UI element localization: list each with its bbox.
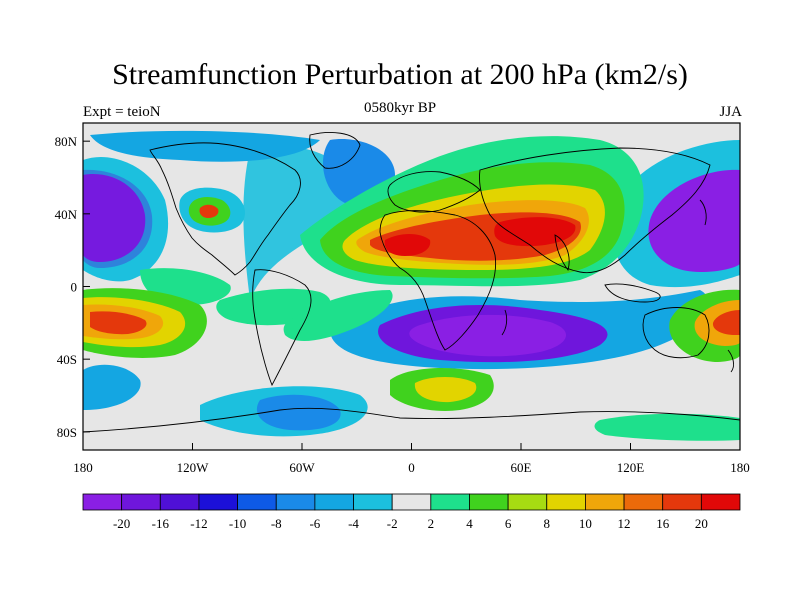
south-america-coast xyxy=(252,269,312,387)
atlantic-band-low xyxy=(243,146,353,300)
asia-coast xyxy=(479,147,711,274)
colorbar-swatch xyxy=(546,493,586,511)
colorbar-swatch xyxy=(314,493,354,511)
north-pacific-low xyxy=(83,174,146,262)
colorbar-swatch xyxy=(237,493,277,511)
colorbar-swatch xyxy=(353,493,393,511)
colorbar-swatch xyxy=(585,493,625,511)
north-america-coast xyxy=(149,142,301,276)
colorbar-label: -2 xyxy=(387,516,398,531)
europe-coast xyxy=(387,171,481,213)
colorbar-label: 4 xyxy=(466,516,473,531)
south-atlantic-high xyxy=(414,377,477,403)
south-pacific-high-core xyxy=(90,311,147,335)
colorbar-swatch xyxy=(700,493,741,511)
japan-coast xyxy=(699,199,707,226)
colorbar-label: 10 xyxy=(579,516,592,531)
antarctic-low xyxy=(256,394,341,431)
colorbar-label: 2 xyxy=(428,516,435,531)
y-tick-label: 0 xyxy=(71,280,78,295)
x-tick-label: 180 xyxy=(730,460,750,475)
colorbar-swatch xyxy=(430,493,470,511)
contour-fill xyxy=(83,130,740,441)
colorbar-swatch xyxy=(198,493,238,511)
colorbar: -20 -16 -12 -10 -8 -6 -4 -2 2 4 6 8 10 12 16 20 xyxy=(82,493,741,531)
new-zealand-coast xyxy=(727,349,735,373)
season-label: JJA xyxy=(719,104,742,120)
x-tick-label: 60E xyxy=(511,460,532,475)
y-tick-label: 40S xyxy=(57,352,77,367)
colorbar-label: 8 xyxy=(544,516,551,531)
madagascar-coast xyxy=(501,309,508,336)
x-tick-label: 180 xyxy=(73,460,93,475)
south-pacific-low-far xyxy=(83,364,141,410)
period-label: 0580kyr BP xyxy=(363,100,437,116)
colorbar-label: -10 xyxy=(229,516,246,531)
southern-ocean-high xyxy=(594,413,740,441)
western-us-high-core xyxy=(199,204,219,218)
colorbar-label: -12 xyxy=(190,516,207,531)
arctic-low xyxy=(90,130,320,162)
south-pacific-high-east-core xyxy=(712,310,740,335)
antarctica-coast xyxy=(83,407,740,433)
colorbar-label: 16 xyxy=(656,516,670,531)
colorbar-swatch xyxy=(662,493,702,511)
colorbar-label: -4 xyxy=(348,516,359,531)
indian-subcontinent xyxy=(554,234,570,272)
west-pacific-low xyxy=(648,169,740,272)
north-pacific-low-mid xyxy=(83,169,153,268)
axis-ticks: 180 120W 60W 0 60E 120E 180 80N 40N 0 40S 80S xyxy=(55,134,750,475)
colorbar-label: 20 xyxy=(695,516,708,531)
chart-title: Streamfunction Perturbation at 200 hPa (… xyxy=(112,58,688,91)
y-tick-label: 80S xyxy=(57,425,77,440)
x-tick-label: 60W xyxy=(289,460,315,475)
southern-low-core xyxy=(409,314,567,357)
southeast-asia-islands xyxy=(604,283,661,303)
greenland-coast xyxy=(309,132,361,169)
colorbar-swatch xyxy=(275,493,316,511)
australia-coast xyxy=(642,307,710,359)
colorbar-label: -16 xyxy=(152,516,170,531)
colorbar-swatch xyxy=(121,493,161,511)
colorbar-label: -20 xyxy=(113,516,130,531)
colorbar-swatch xyxy=(391,493,432,511)
x-tick-label: 120E xyxy=(617,460,645,475)
colorbar-label: -6 xyxy=(309,516,320,531)
colorbar-swatch xyxy=(469,493,509,511)
y-tick-label: 40N xyxy=(55,207,78,222)
coastlines xyxy=(83,132,740,433)
africa-coast xyxy=(379,210,497,351)
x-tick-label: 0 xyxy=(408,460,415,475)
y-tick-label: 80N xyxy=(55,134,78,149)
experiment-label: Expt = teioN xyxy=(83,104,161,120)
north-africa-high-core xyxy=(384,234,431,256)
colorbar-swatch xyxy=(159,493,200,511)
colorbar-label: 6 xyxy=(505,516,512,531)
colorbar-swatch xyxy=(507,493,548,511)
atlantic-subtropical-high xyxy=(283,290,393,342)
colorbar-label: 12 xyxy=(618,516,631,531)
colorbar-swatch xyxy=(623,493,664,511)
colorbar-label: -8 xyxy=(271,516,282,531)
x-tick-label: 120W xyxy=(177,460,210,475)
colorbar-swatch xyxy=(82,493,123,511)
